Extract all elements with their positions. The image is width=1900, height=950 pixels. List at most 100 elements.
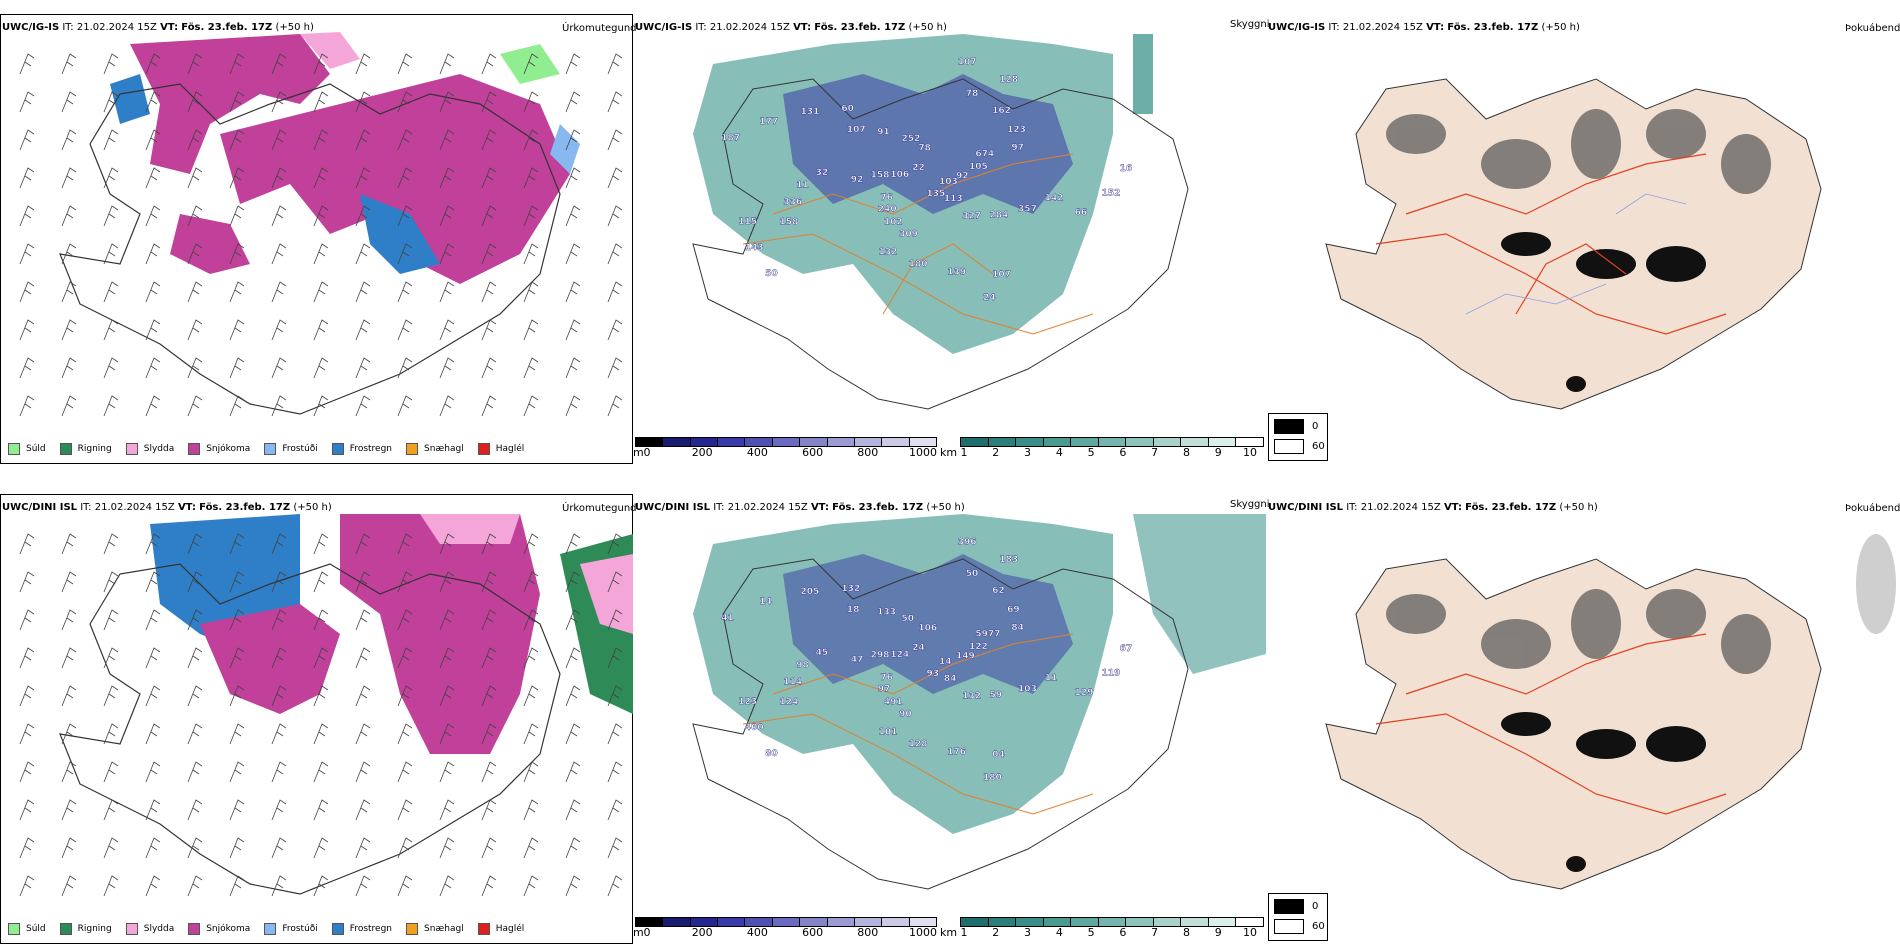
legend-label: Haglél (495, 924, 525, 934)
cloud-base-value-label: 106 (918, 624, 937, 634)
wind-barb (397, 685, 413, 707)
model-label: UWC/DINI ISL (635, 502, 711, 513)
wind-barb (439, 357, 455, 379)
fog-legend-swatch (1274, 919, 1304, 934)
wind-barb (397, 837, 413, 859)
wind-barb (565, 129, 581, 151)
legend-item: Rigning (59, 443, 112, 455)
colorbar-segment (1098, 438, 1127, 446)
wind-barb (145, 357, 161, 379)
colorbar-segment (1071, 438, 1099, 446)
legend-label: Súld (26, 444, 46, 454)
visibility-colorbar-row2: km 1 2 3 4 5 6 7 8 9 10 (940, 917, 1266, 939)
wind-barb (607, 395, 623, 417)
wind-barb (19, 205, 35, 227)
cloud-base-value-label: 128 (999, 75, 1018, 85)
wind-barb (607, 319, 623, 341)
legend-swatch (477, 443, 490, 455)
cloud-base-value-label: 124 (780, 698, 799, 708)
wind-barb (439, 319, 455, 341)
wind-barb (103, 533, 119, 555)
vt-value: Fös. 23.feb. 17Z (814, 22, 906, 33)
wind-barb (355, 723, 371, 745)
wind-barb (145, 685, 161, 707)
wind-barb (481, 837, 497, 859)
colorbar-segment (827, 918, 855, 926)
cloud-base-value-label: 357 (1018, 205, 1037, 215)
wind-barb (145, 281, 161, 303)
legend-label: Frostregn (349, 924, 393, 934)
wind-barb (565, 243, 581, 265)
cloud-base-value-label: 187 (721, 134, 740, 144)
legend-swatch (8, 923, 20, 935)
wind-barb (313, 761, 329, 783)
legend-swatch (331, 443, 344, 455)
colorbar-segment (961, 438, 989, 446)
legend-swatch (331, 923, 344, 935)
cloud-base-value-label: 59 (990, 691, 1003, 701)
fog-legend-swatch (1274, 899, 1304, 914)
lead-time: (+50 h) (926, 502, 965, 513)
wind-barb (355, 647, 371, 669)
colorbar-segment (1043, 918, 1072, 926)
colorbar-segment (1181, 438, 1209, 446)
legend-label: Slydda (143, 444, 175, 454)
wind-barb (103, 837, 119, 859)
colorbar-segment (1126, 918, 1154, 926)
colorbar-tick-label: 800 (857, 926, 879, 939)
wind-barb (271, 205, 287, 227)
wind-barb (145, 609, 161, 631)
colorbar-tick-label: 10 (1243, 446, 1257, 459)
wind-barb (229, 319, 245, 341)
wind-barb (397, 53, 413, 75)
colorbar-segment (909, 918, 936, 926)
cloud-base-value-label: 135 (926, 189, 945, 199)
colorbar-tick-label: 200 (691, 926, 713, 939)
wind-barb (355, 395, 371, 417)
it-value: 21.02.2024 15Z (1342, 22, 1423, 33)
wind-barb (313, 281, 329, 303)
colorbar-tick-label: 3 (1024, 446, 1032, 459)
wind-barb (481, 647, 497, 669)
wind-barb (187, 281, 203, 303)
panel-title-cloud: Skyggni (1230, 19, 1270, 30)
fog-map-row1 (1325, 78, 1822, 410)
wind-barb (187, 395, 203, 417)
wind-barb (523, 129, 539, 151)
it-value: 21.02.2024 15Z (76, 22, 157, 33)
it-label: IT: (1346, 502, 1358, 513)
wind-barb (397, 357, 413, 379)
colorbar-segment (772, 438, 801, 446)
colorbar-tick-label: 8 (1182, 446, 1190, 459)
wind-barb (187, 609, 203, 631)
cloud-base-value-label: 180 (909, 260, 928, 270)
cloud-base-bar (635, 917, 937, 927)
wind-barb (481, 875, 497, 897)
wind-barb (481, 281, 497, 303)
cloud-base-value-label: 14 (759, 597, 772, 607)
wind-barb (523, 533, 539, 555)
wind-barb (397, 281, 413, 303)
wind-barb (19, 571, 35, 593)
wind-barb (145, 799, 161, 821)
wind-barb (355, 875, 371, 897)
cloud-base-value-label: 123 (1007, 125, 1026, 135)
cloud-base-value-label: 123 (738, 697, 757, 707)
colorbar-segment (800, 438, 828, 446)
colorbar-tick-label: 7 (1151, 926, 1159, 939)
wind-barb (355, 129, 371, 151)
wind-barb (355, 91, 371, 113)
wind-barb (229, 281, 245, 303)
wind-barb (61, 243, 77, 265)
wind-barb (187, 319, 203, 341)
wind-barb (439, 875, 455, 897)
cloud-base-value-label: 97 (1011, 143, 1024, 153)
colorbar-tick-label: 200 (691, 446, 713, 459)
wind-barb (565, 395, 581, 417)
cloud-base-value-label: 76 (880, 673, 893, 683)
wind-barb (229, 53, 245, 75)
wind-barb (229, 875, 245, 897)
wind-barb (61, 319, 77, 341)
wind-barb (271, 571, 287, 593)
wind-barb (229, 243, 245, 265)
